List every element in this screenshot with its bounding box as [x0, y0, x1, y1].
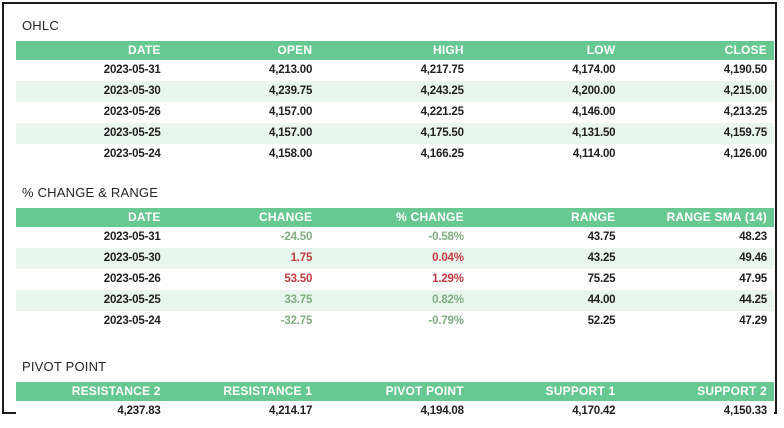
table-cell: 2023-05-25	[103, 127, 161, 139]
column-header[interactable]: CLOSE	[724, 43, 767, 57]
table-row: 2023-05-24 -32.75 -0.79% 52.25 47.29	[16, 311, 774, 332]
table-cell: 4,159.75	[723, 127, 767, 139]
table-cell: 4,213.00	[269, 64, 313, 76]
report-frame: OHLC DATE OPEN HIGH LOW CLOSE 2023-05-31 4,21…	[2, 2, 777, 422]
table-cell: 4,175.50	[420, 127, 464, 139]
table-cell: 4,150.33	[723, 405, 767, 417]
table-cell: 2023-05-26	[103, 106, 161, 118]
table-cell: 2023-05-30	[103, 85, 161, 97]
table-body: 2023-05-31 4,213.00 4,217.75 4,174.00 4,190.…	[16, 60, 774, 165]
table-cell: 4,190.50	[723, 64, 767, 76]
table-cell: 2023-05-24	[103, 148, 161, 160]
table-cell: 1.29%	[432, 273, 464, 285]
table-cell: 49.46	[739, 252, 767, 264]
table-cell: 4,239.75	[269, 85, 313, 97]
table-cell: 44.00	[587, 294, 616, 306]
table-row: 2023-05-24 4,158.00 4,166.25 4,114.00 4,126.…	[16, 144, 774, 165]
table-cell: 4,200.00	[572, 85, 616, 97]
table-cell: 2023-05-31	[103, 64, 161, 76]
table-cell: 75.25	[587, 273, 616, 285]
table-cell: 4,217.75	[420, 64, 464, 76]
table-cell: 4,174.00	[572, 64, 616, 76]
column-header[interactable]: PIVOT POINT	[385, 384, 464, 398]
table-cell: -32.75	[280, 315, 313, 327]
table-cell: 4,157.00	[269, 106, 313, 118]
table-cell: -24.50	[280, 231, 313, 243]
column-header[interactable]: RESISTANCE 1	[223, 384, 313, 398]
ohlc-table: OHLC DATE OPEN HIGH LOW CLOSE 2023-05-31 4,21…	[16, 18, 774, 165]
table-header: DATE OPEN HIGH LOW CLOSE	[16, 41, 774, 60]
column-header[interactable]: RESISTANCE 2	[71, 384, 161, 398]
table-title: % CHANGE & RANGE	[22, 185, 159, 200]
table-title: OHLC	[22, 18, 59, 33]
table-cell: 4,114.00	[572, 148, 616, 160]
table-cell: -0.79%	[428, 315, 464, 327]
table-cell: 4,170.42	[572, 405, 616, 417]
table-header: DATE CHANGE % CHANGE RANGE RANGE SMA (14)	[16, 208, 774, 227]
table-cell: 4,213.25	[723, 106, 767, 118]
pivot-point-table: PIVOT POINT RESISTANCE 2 RESISTANCE 1 PIVO…	[16, 359, 774, 422]
table-cell: 53.50	[284, 273, 313, 285]
table-row: 2023-05-30 1.75 0.04% 43.25 49.46	[16, 248, 774, 269]
table-row: 2023-05-26 4,157.00 4,221.25 4,146.00 4,213.…	[16, 102, 774, 123]
table-cell: 4,166.25	[420, 148, 464, 160]
column-header[interactable]: SUPPORT 2	[697, 384, 767, 398]
column-header[interactable]: OPEN	[277, 43, 313, 57]
table-cell: 4,243.25	[420, 85, 464, 97]
table-cell: 4,146.00	[572, 106, 616, 118]
table-cell: 43.75	[587, 231, 616, 243]
table-cell: 4,194.08	[420, 405, 464, 417]
table-cell: 4,131.50	[572, 127, 616, 139]
table-cell: 2023-05-31	[103, 231, 161, 243]
table-cell: 0.04%	[432, 252, 464, 264]
table-cell: 4,157.00	[269, 127, 313, 139]
column-header[interactable]: RANGE SMA (14)	[666, 210, 767, 224]
table-cell: 4,214.17	[269, 405, 313, 417]
table-cell: 33.75	[284, 294, 313, 306]
table-row: 2023-05-25 33.75 0.82% 44.00 44.25	[16, 290, 774, 311]
table-cell: 2023-05-30	[103, 252, 161, 264]
column-header[interactable]: RANGE	[571, 210, 616, 224]
table-row: 4,237.83 4,214.17 4,194.08 4,170.42 4,150.33	[16, 401, 774, 422]
table-row: 2023-05-26 53.50 1.29% 75.25 47.95	[16, 269, 774, 290]
table-cell: 0.82%	[432, 294, 464, 306]
table-cell: 47.95	[739, 273, 767, 285]
column-header[interactable]: % CHANGE	[396, 210, 464, 224]
table-cell: 48.23	[739, 231, 767, 243]
table-body: 2023-05-31 -24.50 -0.58% 43.75 48.23 2023-05-…	[16, 227, 774, 332]
table-cell: 52.25	[587, 315, 616, 327]
table-cell: 4,215.00	[723, 85, 767, 97]
table-cell: 1.75	[290, 252, 313, 264]
table-cell: 43.25	[587, 252, 616, 264]
table-title: PIVOT POINT	[22, 359, 107, 374]
table-cell: 47.29	[739, 315, 767, 327]
table-cell: 4,237.83	[117, 405, 161, 417]
table-row: 2023-05-30 4,239.75 4,243.25 4,200.00 4,215.…	[16, 81, 774, 102]
table-row: 2023-05-31 4,213.00 4,217.75 4,174.00 4,190.…	[16, 60, 774, 81]
table-cell: 4,158.00	[269, 148, 313, 160]
column-header[interactable]: HIGH	[432, 43, 464, 57]
table-cell: 4,221.25	[420, 106, 464, 118]
table-cell: -0.58%	[428, 231, 464, 243]
table-row: 2023-05-31 -24.50 -0.58% 43.75 48.23	[16, 227, 774, 248]
column-header[interactable]: SUPPORT 1	[545, 384, 616, 398]
column-header[interactable]: CHANGE	[258, 210, 313, 224]
column-header[interactable]: DATE	[128, 43, 161, 57]
table-cell: 2023-05-26	[103, 273, 161, 285]
table-cell: 44.25	[739, 294, 767, 306]
table-cell: 2023-05-25	[103, 294, 161, 306]
table-row: 2023-05-25 4,157.00 4,175.50 4,131.50 4,159.…	[16, 123, 774, 144]
table-cell: 4,126.00	[723, 148, 767, 160]
column-header[interactable]: DATE	[128, 210, 161, 224]
table-cell: 2023-05-24	[103, 315, 161, 327]
change-range-table: % CHANGE & RANGE DATE CHANGE % CHANGE RANGE…	[16, 185, 774, 332]
table-header: RESISTANCE 2 RESISTANCE 1 PIVOT POINT SUPPO…	[16, 382, 774, 401]
column-header[interactable]: LOW	[586, 43, 616, 57]
table-body: 4,237.83 4,214.17 4,194.08 4,170.42 4,150.33	[16, 401, 774, 422]
